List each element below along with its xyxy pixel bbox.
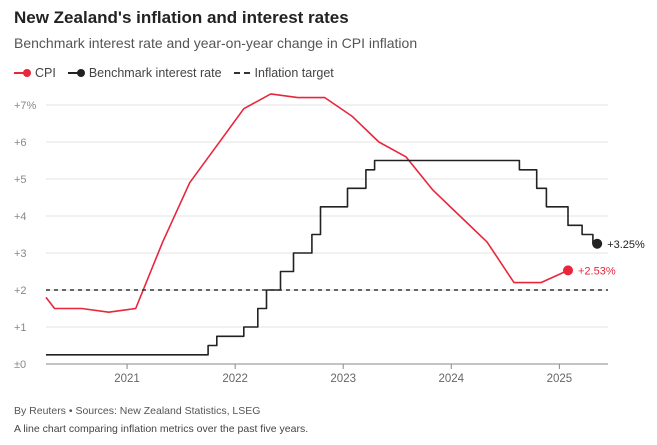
x-tick-label: 2022	[222, 373, 248, 385]
legend-label-inflation-target: Inflation target	[254, 66, 334, 80]
legend-item-cpi: CPI	[14, 66, 56, 80]
cpi-end-label: +2.53%	[578, 265, 616, 277]
x-tick-label: 2023	[330, 373, 356, 385]
y-tick-label: +2	[14, 285, 27, 297]
source-note: By Reuters • Sources: New Zealand Statis…	[14, 405, 261, 417]
chart-subtitle: Benchmark interest rate and year-on-year…	[14, 35, 418, 51]
y-tick-label: +6	[14, 137, 27, 149]
interest-rate-legend-icon	[67, 69, 85, 77]
x-tick-label: 2025	[547, 373, 573, 385]
legend-item-inflation-target: Inflation target	[233, 66, 334, 80]
y-tick-label: ±0	[14, 359, 26, 371]
cpi-end-marker	[563, 265, 574, 276]
interest-rate-series-line	[46, 159, 598, 356]
cpi-legend-icon	[14, 69, 31, 77]
chart-description: A line chart comparing inflation metrics…	[14, 423, 309, 435]
y-tick-label: +4	[14, 211, 27, 223]
y-tick-label: +3	[14, 248, 27, 260]
interest-rate-end-marker	[592, 238, 603, 249]
x-tick-label: 2024	[438, 373, 464, 385]
y-tick-label: +7%	[14, 100, 37, 112]
inflation-target-legend-icon	[233, 69, 250, 77]
legend: CPI Benchmark interest rate Inflation ta…	[14, 66, 346, 80]
y-tick-label: +1	[14, 322, 27, 334]
cpi-series-line	[45, 93, 569, 313]
legend-label-interest-rate: Benchmark interest rate	[88, 66, 222, 80]
chart-title: New Zealand's inflation and interest rat…	[14, 8, 349, 27]
legend-label-cpi: CPI	[35, 66, 56, 80]
legend-item-interest-rate: Benchmark interest rate	[67, 66, 222, 80]
y-tick-label: +5	[14, 174, 27, 186]
x-tick-label: 2021	[114, 373, 140, 385]
interest-rate-end-label: +3.25%	[607, 239, 645, 251]
